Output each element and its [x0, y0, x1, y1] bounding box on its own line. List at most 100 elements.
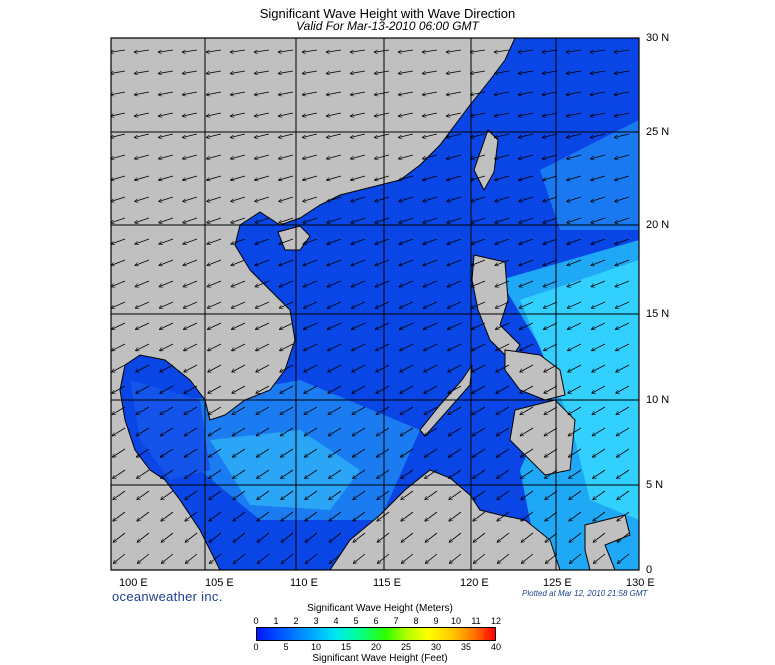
wave-arrow — [518, 91, 534, 95]
wave-arrow — [471, 175, 486, 180]
wave-arrow — [496, 343, 510, 351]
wave-arrow — [182, 49, 198, 52]
wave-arrow — [255, 217, 270, 223]
wave-arrow — [111, 196, 126, 202]
wave-arrow — [137, 553, 150, 563]
wave-arrow — [111, 154, 126, 159]
lat-label-20n: 20 N — [646, 219, 670, 231]
wave-arrow — [544, 406, 558, 415]
wave-arrow — [207, 301, 222, 308]
wave-arrow — [280, 343, 294, 351]
wave-arrow — [255, 322, 270, 329]
wave-arrow — [182, 70, 198, 74]
wave-arrow — [399, 322, 414, 329]
wave-arrow — [159, 322, 174, 329]
colorbar-title-meters: Significant Wave Height (Meters) — [307, 603, 453, 614]
colorbar — [256, 627, 496, 641]
wave-arrow — [614, 133, 630, 138]
wave-arrow — [423, 322, 438, 329]
wave-zone-bright-east — [520, 260, 639, 520]
wave-arrow — [472, 448, 486, 457]
wave-arrow — [303, 196, 318, 202]
wave-arrow — [495, 217, 510, 223]
wave-arrow — [158, 112, 174, 116]
brand-logo-text: oceanweather inc. — [112, 589, 223, 604]
wave-arrow — [593, 511, 606, 521]
wave-arrow — [208, 427, 222, 436]
wave-arrow — [207, 196, 222, 202]
wave-arrow — [400, 385, 414, 393]
wave-arrow — [353, 511, 366, 521]
wave-arrow — [303, 301, 318, 308]
wave-arrow — [304, 364, 318, 372]
wave-arrow — [497, 490, 510, 500]
wave-arrow — [209, 532, 222, 542]
wave-arrow — [473, 553, 486, 563]
lon-label-115e: 115 E — [373, 577, 401, 589]
wave-arrow — [374, 133, 390, 138]
wave-arrow — [423, 259, 438, 265]
wave-arrow — [593, 469, 606, 478]
lat-lon-grid — [111, 38, 639, 570]
wave-arrow — [184, 427, 198, 436]
wave-arrow — [281, 469, 294, 478]
wave-arrow — [543, 280, 558, 287]
wave-arrow — [328, 406, 342, 415]
wave-arrow — [158, 49, 174, 52]
wave-arrow — [160, 364, 174, 372]
wave-arrow — [327, 280, 342, 287]
wave-arrow — [617, 469, 630, 478]
wave-arrow — [256, 448, 270, 457]
colorbar-tick-meters: 0 — [253, 616, 259, 626]
colorbar-tick-feet: 15 — [340, 642, 352, 652]
wave-arrow — [183, 175, 198, 180]
wave-arrow — [161, 553, 174, 563]
wave-arrow — [135, 322, 150, 329]
wave-arrow — [280, 427, 294, 436]
wave-arrow — [497, 469, 510, 478]
wave-arrow — [137, 469, 150, 478]
wave-arrow — [351, 154, 366, 159]
wave-arrow — [279, 238, 294, 244]
wave-arrow — [184, 343, 198, 351]
wave-arrow — [447, 280, 462, 287]
wave-arrow — [615, 175, 630, 180]
wave-arrow — [591, 301, 606, 308]
wave-arrow — [494, 70, 510, 74]
wave-arrow — [135, 280, 150, 287]
wave-arrow — [449, 532, 462, 542]
wave-arrow — [182, 133, 198, 138]
colorbar-tick-meters: 7 — [393, 616, 399, 626]
wave-arrow — [256, 364, 270, 372]
lon-label-120e: 120 E — [460, 577, 489, 589]
wave-arrow — [377, 511, 390, 521]
wave-arrow — [183, 217, 198, 223]
wave-arrow — [374, 112, 390, 116]
wave-arrow — [230, 112, 246, 116]
wave-arrow — [112, 385, 126, 393]
wave-arrow — [376, 406, 390, 415]
wave-arrow — [449, 553, 462, 563]
wave-arrow — [304, 427, 318, 436]
wave-arrow — [232, 385, 246, 393]
wave-arrow — [545, 490, 558, 500]
wave-arrow — [206, 91, 222, 95]
lat-label-30n: 30 N — [646, 32, 670, 44]
wave-arrow — [183, 301, 198, 308]
wave-arrow — [183, 238, 198, 244]
wave-arrow — [448, 364, 462, 372]
wave-arrow — [422, 49, 438, 52]
wave-arrow — [352, 448, 366, 457]
wave-arrow — [160, 385, 174, 393]
wave-arrow — [423, 238, 438, 244]
wave-arrow — [113, 553, 126, 563]
wave-arrow — [398, 133, 414, 138]
wave-arrow — [257, 511, 270, 521]
wave-arrow — [494, 49, 510, 52]
wave-arrow — [160, 343, 174, 351]
wave-arrow — [230, 133, 246, 138]
wave-arrow — [304, 385, 318, 393]
wave-arrow — [446, 91, 462, 95]
wave-arrow — [591, 238, 606, 244]
wave-arrow — [497, 532, 510, 542]
